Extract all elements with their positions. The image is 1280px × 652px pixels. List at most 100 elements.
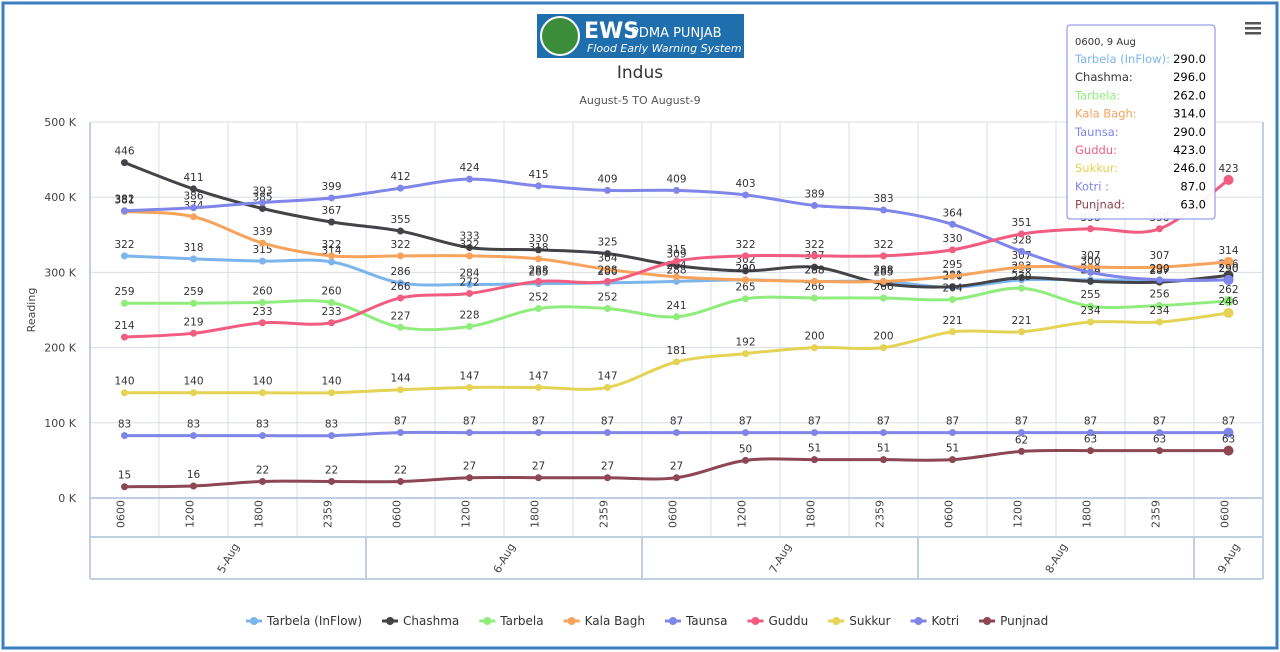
data-point xyxy=(121,389,128,397)
menu-button[interactable] xyxy=(1245,22,1261,35)
data-point xyxy=(742,191,749,199)
tooltip-title: 0600, 9 Aug xyxy=(1075,37,1136,48)
data-point xyxy=(397,279,404,287)
data-label: 214 xyxy=(114,320,134,332)
data-label: 315 xyxy=(252,244,272,256)
data-label: 290 xyxy=(735,263,755,275)
data-point xyxy=(397,386,404,394)
data-point xyxy=(535,246,542,254)
data-point xyxy=(604,277,611,285)
data-point xyxy=(1087,225,1094,233)
data-point xyxy=(1018,230,1025,238)
logo-title: EWS xyxy=(584,19,639,44)
legend-item[interactable]: Guddu xyxy=(747,614,808,628)
legend-marker xyxy=(668,617,677,625)
x-tick-label: 1800 xyxy=(1081,500,1094,528)
data-point xyxy=(466,383,473,391)
data-label: 322 xyxy=(804,239,824,251)
tooltip-value: 290.0 xyxy=(1173,125,1206,139)
y-tick-label: 200 K xyxy=(44,342,76,355)
legend-item[interactable]: Kotri xyxy=(910,614,960,628)
series: 382 386 393 399 412 424 415 409 409 403 389 383 364 3… xyxy=(114,162,1239,285)
legend-item[interactable]: Punjnad xyxy=(979,614,1048,628)
data-point xyxy=(190,329,197,337)
data-label: 364 xyxy=(942,207,962,219)
data-point xyxy=(397,184,404,192)
data-label: 330 xyxy=(942,233,962,245)
data-label: 325 xyxy=(597,237,617,249)
data-point xyxy=(535,277,542,285)
data-label: 83 xyxy=(187,419,200,431)
data-point xyxy=(811,429,818,437)
data-point xyxy=(1223,256,1234,267)
data-label: 272 xyxy=(459,276,479,288)
data-point xyxy=(190,185,197,193)
data-label: 83 xyxy=(256,419,269,431)
data-label: 140 xyxy=(321,376,341,388)
tooltip-name: Taunsa: xyxy=(1074,125,1119,139)
data-label: 403 xyxy=(735,178,755,190)
data-point xyxy=(190,389,197,397)
data-point xyxy=(259,239,266,247)
y-tick-label: 300 K xyxy=(44,266,76,279)
data-point xyxy=(397,227,404,235)
legend-item[interactable]: Chashma xyxy=(382,614,459,628)
legend-label: Kala Bagh xyxy=(585,614,645,628)
tooltip-value: 246.0 xyxy=(1173,161,1206,175)
data-point xyxy=(328,477,335,485)
legend-item[interactable]: Tarbela (InFlow) xyxy=(246,614,362,628)
data-label: 266 xyxy=(804,281,824,293)
data-point xyxy=(673,273,680,281)
logo-subtitle: PDMA PUNJAB xyxy=(631,26,722,41)
legend-item[interactable]: Tarbela xyxy=(479,614,544,628)
data-point xyxy=(949,328,956,336)
data-point xyxy=(1156,276,1163,284)
tooltip-name: Kotri : xyxy=(1075,179,1109,193)
x-tick-label: 2359 xyxy=(322,500,335,528)
data-point xyxy=(673,474,680,482)
data-label: 386 xyxy=(183,191,203,203)
legend-item[interactable]: Taunsa xyxy=(664,614,728,628)
legend-marker xyxy=(751,617,760,625)
data-point xyxy=(742,429,749,437)
data-point xyxy=(259,198,266,206)
data-point xyxy=(1087,447,1094,455)
data-point xyxy=(604,383,611,391)
data-label: 27 xyxy=(532,461,545,473)
legend-label: Chashma xyxy=(403,614,459,628)
data-label: 288 xyxy=(873,264,893,276)
data-point xyxy=(1087,429,1094,437)
data-label: 309 xyxy=(666,249,686,261)
data-label: 140 xyxy=(252,376,272,388)
data-point xyxy=(1223,174,1234,185)
data-point xyxy=(190,255,197,263)
data-label: 285 xyxy=(873,267,893,279)
x-tick-label: 2359 xyxy=(1150,500,1163,528)
data-label: 385 xyxy=(252,191,272,203)
x-tick-label: 1800 xyxy=(805,500,818,528)
x-tick-label: 2359 xyxy=(874,500,887,528)
y-axis-title: Reading xyxy=(25,288,38,333)
legend-label: Sukkur xyxy=(849,614,890,628)
data-point xyxy=(604,265,611,273)
data-point xyxy=(535,474,542,482)
data-label: 51 xyxy=(946,443,959,455)
data-point xyxy=(880,456,887,464)
data-label: 393 xyxy=(252,185,272,197)
legend-item[interactable]: Kala Bagh xyxy=(563,614,645,628)
data-label: 322 xyxy=(459,239,479,251)
data-point xyxy=(190,204,197,212)
x-tick-label: 0600 xyxy=(1219,500,1232,528)
legend-item[interactable]: Sukkur xyxy=(828,614,891,628)
data-label: 290 xyxy=(1149,263,1169,275)
data-label: 412 xyxy=(390,171,410,183)
data-label: 322 xyxy=(390,239,410,251)
data-label: 87 xyxy=(532,416,545,428)
legend-label: Tarbela (InFlow) xyxy=(266,614,362,628)
data-label: 367 xyxy=(321,205,341,217)
data-point xyxy=(121,299,128,307)
legend-marker xyxy=(250,617,258,625)
data-label: 51 xyxy=(808,443,821,455)
data-point xyxy=(1223,308,1234,319)
tooltip-name: Tarbela: xyxy=(1074,88,1120,102)
